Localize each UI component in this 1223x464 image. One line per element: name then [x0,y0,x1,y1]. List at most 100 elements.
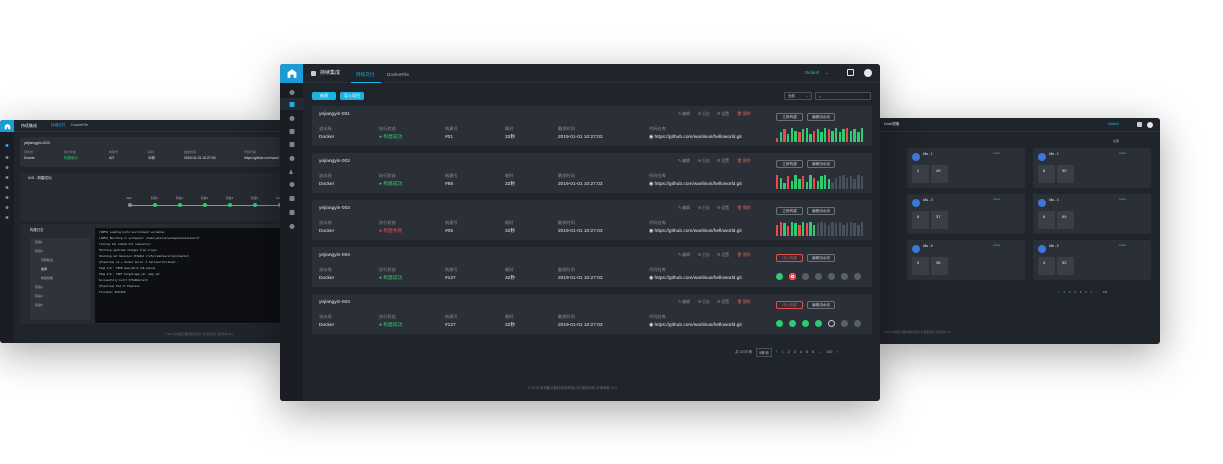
stage-idle-icon[interactable] [802,273,809,280]
cell-repo-link[interactable]: https://github.com/wanl [244,156,279,160]
history-bar[interactable] [816,129,819,142]
history-bar[interactable] [812,224,816,236]
history-bar[interactable] [853,179,856,189]
stage-node[interactable] [253,203,257,207]
pipeline-name[interactable]: yejiangyin-004 [319,253,350,258]
edit-pipeline-button[interactable]: 编辑流水线 [807,301,835,309]
history-bar[interactable] [812,130,816,142]
history-bar[interactable] [823,175,827,189]
edit-action[interactable]: ✎ 编辑 [678,159,690,164]
page-number[interactable]: 2 [1063,291,1065,294]
history-bar[interactable] [783,183,786,189]
stage-idle-icon[interactable] [841,320,848,327]
history-bar[interactable] [857,224,860,236]
history-bar[interactable] [820,132,823,142]
nav-icon-1[interactable] [5,156,9,159]
history-bar[interactable] [831,130,834,142]
history-bar[interactable] [827,179,831,189]
edit-pipeline-button[interactable]: 编辑流水线 [807,254,835,262]
tab-dockerfile[interactable]: DockerFile [71,123,89,127]
history-bar[interactable] [842,129,845,142]
page-number[interactable]: 3 [793,350,796,354]
nav-icon-2[interactable] [5,166,9,169]
stage-ok-icon[interactable] [802,320,809,327]
stage-node[interactable] [128,203,132,207]
history-bar[interactable] [809,133,812,142]
history-bar[interactable] [783,223,786,236]
history-bar[interactable] [846,223,849,236]
stage-idle-icon[interactable] [815,273,822,280]
tree-item[interactable]: 阶段2 [35,249,43,253]
search-input[interactable]: ⌕ [815,92,871,100]
chevron-down-icon[interactable]: ⌄ [825,70,829,75]
create-button[interactable]: 新建 [312,92,336,100]
pipeline-name[interactable]: yejiangyin-001 [319,112,350,117]
stop-build-button[interactable]: 中止构建 [776,254,803,262]
nav-icon-code[interactable] [289,116,294,121]
stage-node[interactable] [153,203,157,207]
history-bar[interactable] [820,222,823,236]
cluster-card[interactable]: k8s - 4 Active 8 69 [1033,194,1151,234]
status-filter-select[interactable]: 全部 ⌄ [784,92,812,100]
tree-item[interactable]: 阶段1 [35,240,43,244]
cell-repo[interactable]: ◉ https://github.com/wanlinus/helloworld… [649,182,742,188]
page-number[interactable]: 5 [1079,291,1082,294]
settings-action[interactable]: ⚙ 设置 [717,112,729,117]
tree-item[interactable]: 代码检出 [41,258,54,262]
delete-action[interactable]: 🗑 删除 [737,300,750,305]
history-bar[interactable] [835,223,838,236]
history-bar[interactable] [801,129,805,142]
nav-icon-6[interactable] [5,206,9,209]
nav-item-pipeline[interactable] [280,98,303,110]
app-logo[interactable] [280,64,303,83]
history-bar[interactable] [783,129,786,142]
page-number[interactable]: 2 [787,350,790,354]
history-bar[interactable] [838,132,842,142]
page-number[interactable]: 100 [826,350,833,354]
history-bar[interactable] [809,222,812,236]
history-bar[interactable] [860,128,864,142]
history-bar[interactable] [857,175,860,189]
stage-ok-icon[interactable] [815,320,822,327]
filter-select[interactable]: 全部 [1113,139,1120,143]
nav-icon-alert[interactable] [289,169,293,174]
tree-item[interactable]: 构建镜像 [41,276,54,280]
history-bar[interactable] [790,128,794,142]
cell-repo[interactable]: ◉ https://github.com/wanlinus/helloworld… [649,276,742,282]
history-bar[interactable] [853,129,856,142]
history-bar[interactable] [794,130,797,142]
nav-icon-dashboard[interactable] [289,90,294,95]
cell-repo[interactable]: ◉ https://github.com/wanlinus/helloworld… [649,229,742,235]
cluster-card[interactable]: k8s - 2 Active 8 90 [1033,148,1151,188]
cell-repo[interactable]: ◉ https://github.com/wanlinus/helloworld… [649,323,742,329]
edit-pipeline-button[interactable]: 编辑流水线 [807,160,835,168]
avatar-icon[interactable] [864,68,872,77]
stage-node[interactable] [203,203,207,207]
delete-action[interactable]: 🗑 删除 [737,253,750,258]
stop-build-button[interactable]: 中止构建 [776,301,803,309]
stage-idle-icon[interactable] [841,273,848,280]
delete-action[interactable]: 🗑 删除 [737,206,750,211]
user-menu[interactable]: Default [805,70,819,75]
avatar-icon[interactable] [1147,121,1153,128]
delete-action[interactable]: 🗑 删除 [737,159,750,164]
history-bar[interactable] [779,177,783,189]
nav-icon-5[interactable] [5,196,9,199]
page-number[interactable]: 7 [1090,291,1093,294]
nav-icon-monitor[interactable] [289,182,294,187]
nav-icon-settings[interactable] [289,224,294,229]
tree-item[interactable]: 阶段5 [35,303,43,307]
history-bar[interactable] [801,222,805,236]
history-bar[interactable] [849,176,853,189]
stage-err-icon[interactable] [789,273,796,280]
history-bar[interactable] [816,223,819,236]
nav-icon-image[interactable] [289,142,294,147]
history-bar[interactable] [794,175,797,189]
stage-ok-icon[interactable] [776,320,783,327]
nav-icon-4[interactable] [5,186,9,189]
stage-ok-icon[interactable] [776,273,783,280]
cluster-card[interactable]: k8s - 3 Active 8 37 [907,194,1025,234]
page-number[interactable]: 4 [1074,291,1076,294]
history-bar[interactable] [849,130,853,142]
stage-idle-icon[interactable] [828,273,835,280]
